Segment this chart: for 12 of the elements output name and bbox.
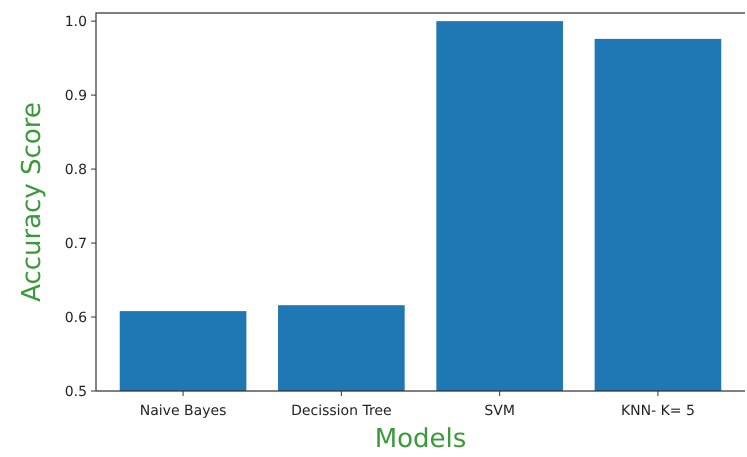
- y-tick-label: 0.8: [64, 162, 87, 178]
- x-tick-label: Decission Tree: [291, 403, 392, 419]
- x-tick-label: Naive Bayes: [140, 403, 226, 419]
- y-tick-label: 0.5: [64, 384, 87, 400]
- y-tick-label: 0.9: [64, 88, 87, 104]
- x-tick-label: SVM: [484, 403, 515, 419]
- y-axis-title: Accuracy Score: [17, 102, 47, 302]
- y-tick-label: 1.0: [64, 14, 87, 30]
- x-tick-label: KNN- K= 5: [620, 403, 695, 419]
- x-axis-title: Models: [374, 424, 466, 454]
- y-tick-label: 0.6: [64, 310, 88, 326]
- y-tick-label: 0.7: [64, 236, 87, 252]
